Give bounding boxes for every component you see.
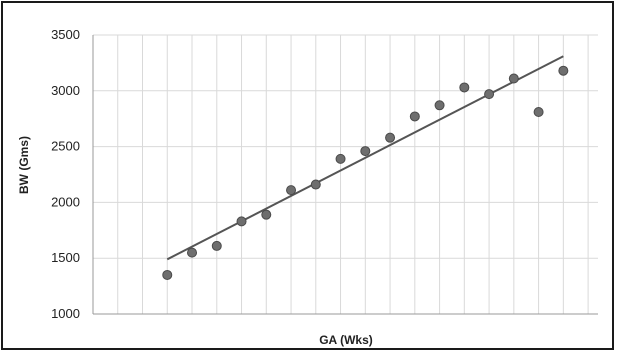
y-tick-labels: 1000 1500 2000 2500 3000 3500 (51, 27, 80, 321)
y-tick-label: 1500 (51, 250, 80, 265)
data-point (237, 217, 246, 226)
data-point (188, 248, 197, 257)
data-point (559, 66, 568, 75)
data-point (485, 90, 494, 99)
data-point (336, 154, 345, 163)
data-point (361, 147, 370, 156)
data-point (212, 241, 221, 250)
y-axis-title: BW (Gms) (17, 136, 31, 194)
data-point (534, 108, 543, 117)
y-tick-label: 2500 (51, 139, 80, 154)
y-tick-label: 3000 (51, 83, 80, 98)
data-point (287, 186, 296, 195)
y-tick-label: 1000 (51, 306, 80, 321)
data-point (435, 101, 444, 110)
data-point (460, 83, 469, 92)
data-point (163, 270, 172, 279)
y-tick-label: 2000 (51, 194, 80, 209)
x-axis-title: GA (Wks) (319, 333, 373, 347)
data-point (509, 74, 518, 83)
data-point (311, 180, 320, 189)
data-point (386, 133, 395, 142)
y-tick-label: 3500 (51, 27, 80, 42)
data-point (410, 112, 419, 121)
data-point (262, 210, 271, 219)
